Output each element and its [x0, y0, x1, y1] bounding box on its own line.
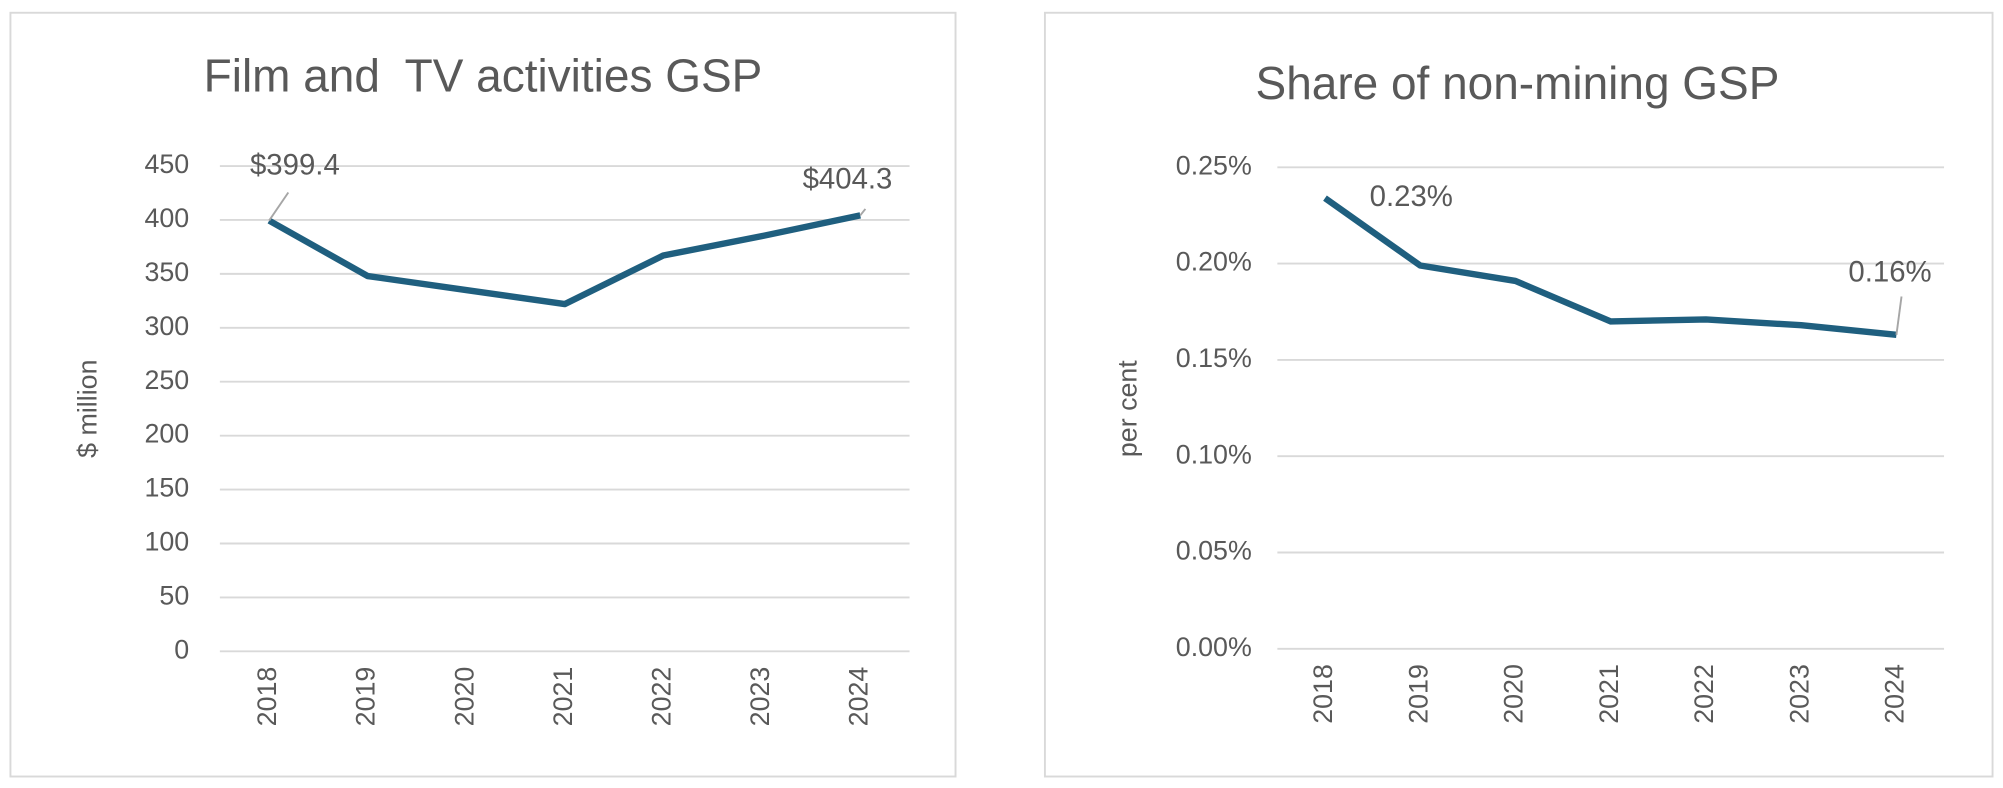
- x-tick-label: 2018: [1308, 664, 1338, 724]
- x-tick-label: 2023: [745, 667, 775, 727]
- x-tick-label: 2018: [252, 667, 282, 727]
- x-tick-label: 2022: [1689, 664, 1719, 724]
- y-tick-label: 450: [144, 149, 189, 179]
- x-tick-label: 2022: [646, 667, 676, 727]
- y-tick-label: 0.00%: [1176, 632, 1252, 662]
- x-tick-label: 2019: [351, 667, 381, 727]
- panel-frame: [1043, 11, 1994, 778]
- data-label: $399.4: [250, 149, 340, 182]
- y-tick-label: 0.10%: [1176, 439, 1252, 469]
- chart-title: Film and TV activities GSP: [204, 49, 763, 101]
- y-tick-label: 300: [144, 311, 189, 341]
- y-tick-label: 250: [144, 365, 189, 395]
- y-tick-label: 200: [144, 419, 189, 449]
- y-tick-label: 0.20%: [1176, 247, 1252, 277]
- x-tick-label: 2021: [548, 667, 578, 727]
- y-tick-label: 0.05%: [1176, 536, 1252, 566]
- y-tick-label: 0.15%: [1176, 343, 1252, 373]
- x-tick-label: 2020: [1499, 664, 1529, 724]
- y-tick-label: 0.25%: [1176, 150, 1252, 180]
- chart-title: Share of non-mining GSP: [1256, 57, 1780, 109]
- x-tick-label: 2019: [1403, 664, 1433, 724]
- leader-line: [859, 208, 867, 216]
- y-tick-label: 150: [144, 473, 189, 503]
- leader-line: [268, 191, 290, 222]
- data-label: 0.16%: [1848, 255, 1931, 288]
- y-tick-label: 0: [174, 634, 189, 664]
- y-axis-label: $ million: [73, 360, 103, 458]
- y-axis-label: per cent: [1112, 360, 1142, 457]
- line: [1323, 195, 1897, 339]
- y-tick-label: 400: [144, 203, 189, 233]
- y-tick-label: 350: [144, 257, 189, 287]
- data-label: 0.23%: [1370, 180, 1453, 213]
- panel-frame: [9, 11, 957, 778]
- x-tick-label: 2020: [449, 667, 479, 727]
- leader-line: [1895, 296, 1903, 335]
- x-tick-label: 2024: [1879, 664, 1909, 724]
- data-label: $404.3: [803, 163, 893, 196]
- x-tick-label: 2023: [1784, 664, 1814, 724]
- line: [267, 212, 861, 308]
- y-tick-label: 100: [144, 527, 189, 557]
- y-tick-label: 50: [159, 580, 189, 610]
- x-tick-label: 2021: [1594, 664, 1624, 724]
- x-tick-label: 2024: [843, 667, 873, 727]
